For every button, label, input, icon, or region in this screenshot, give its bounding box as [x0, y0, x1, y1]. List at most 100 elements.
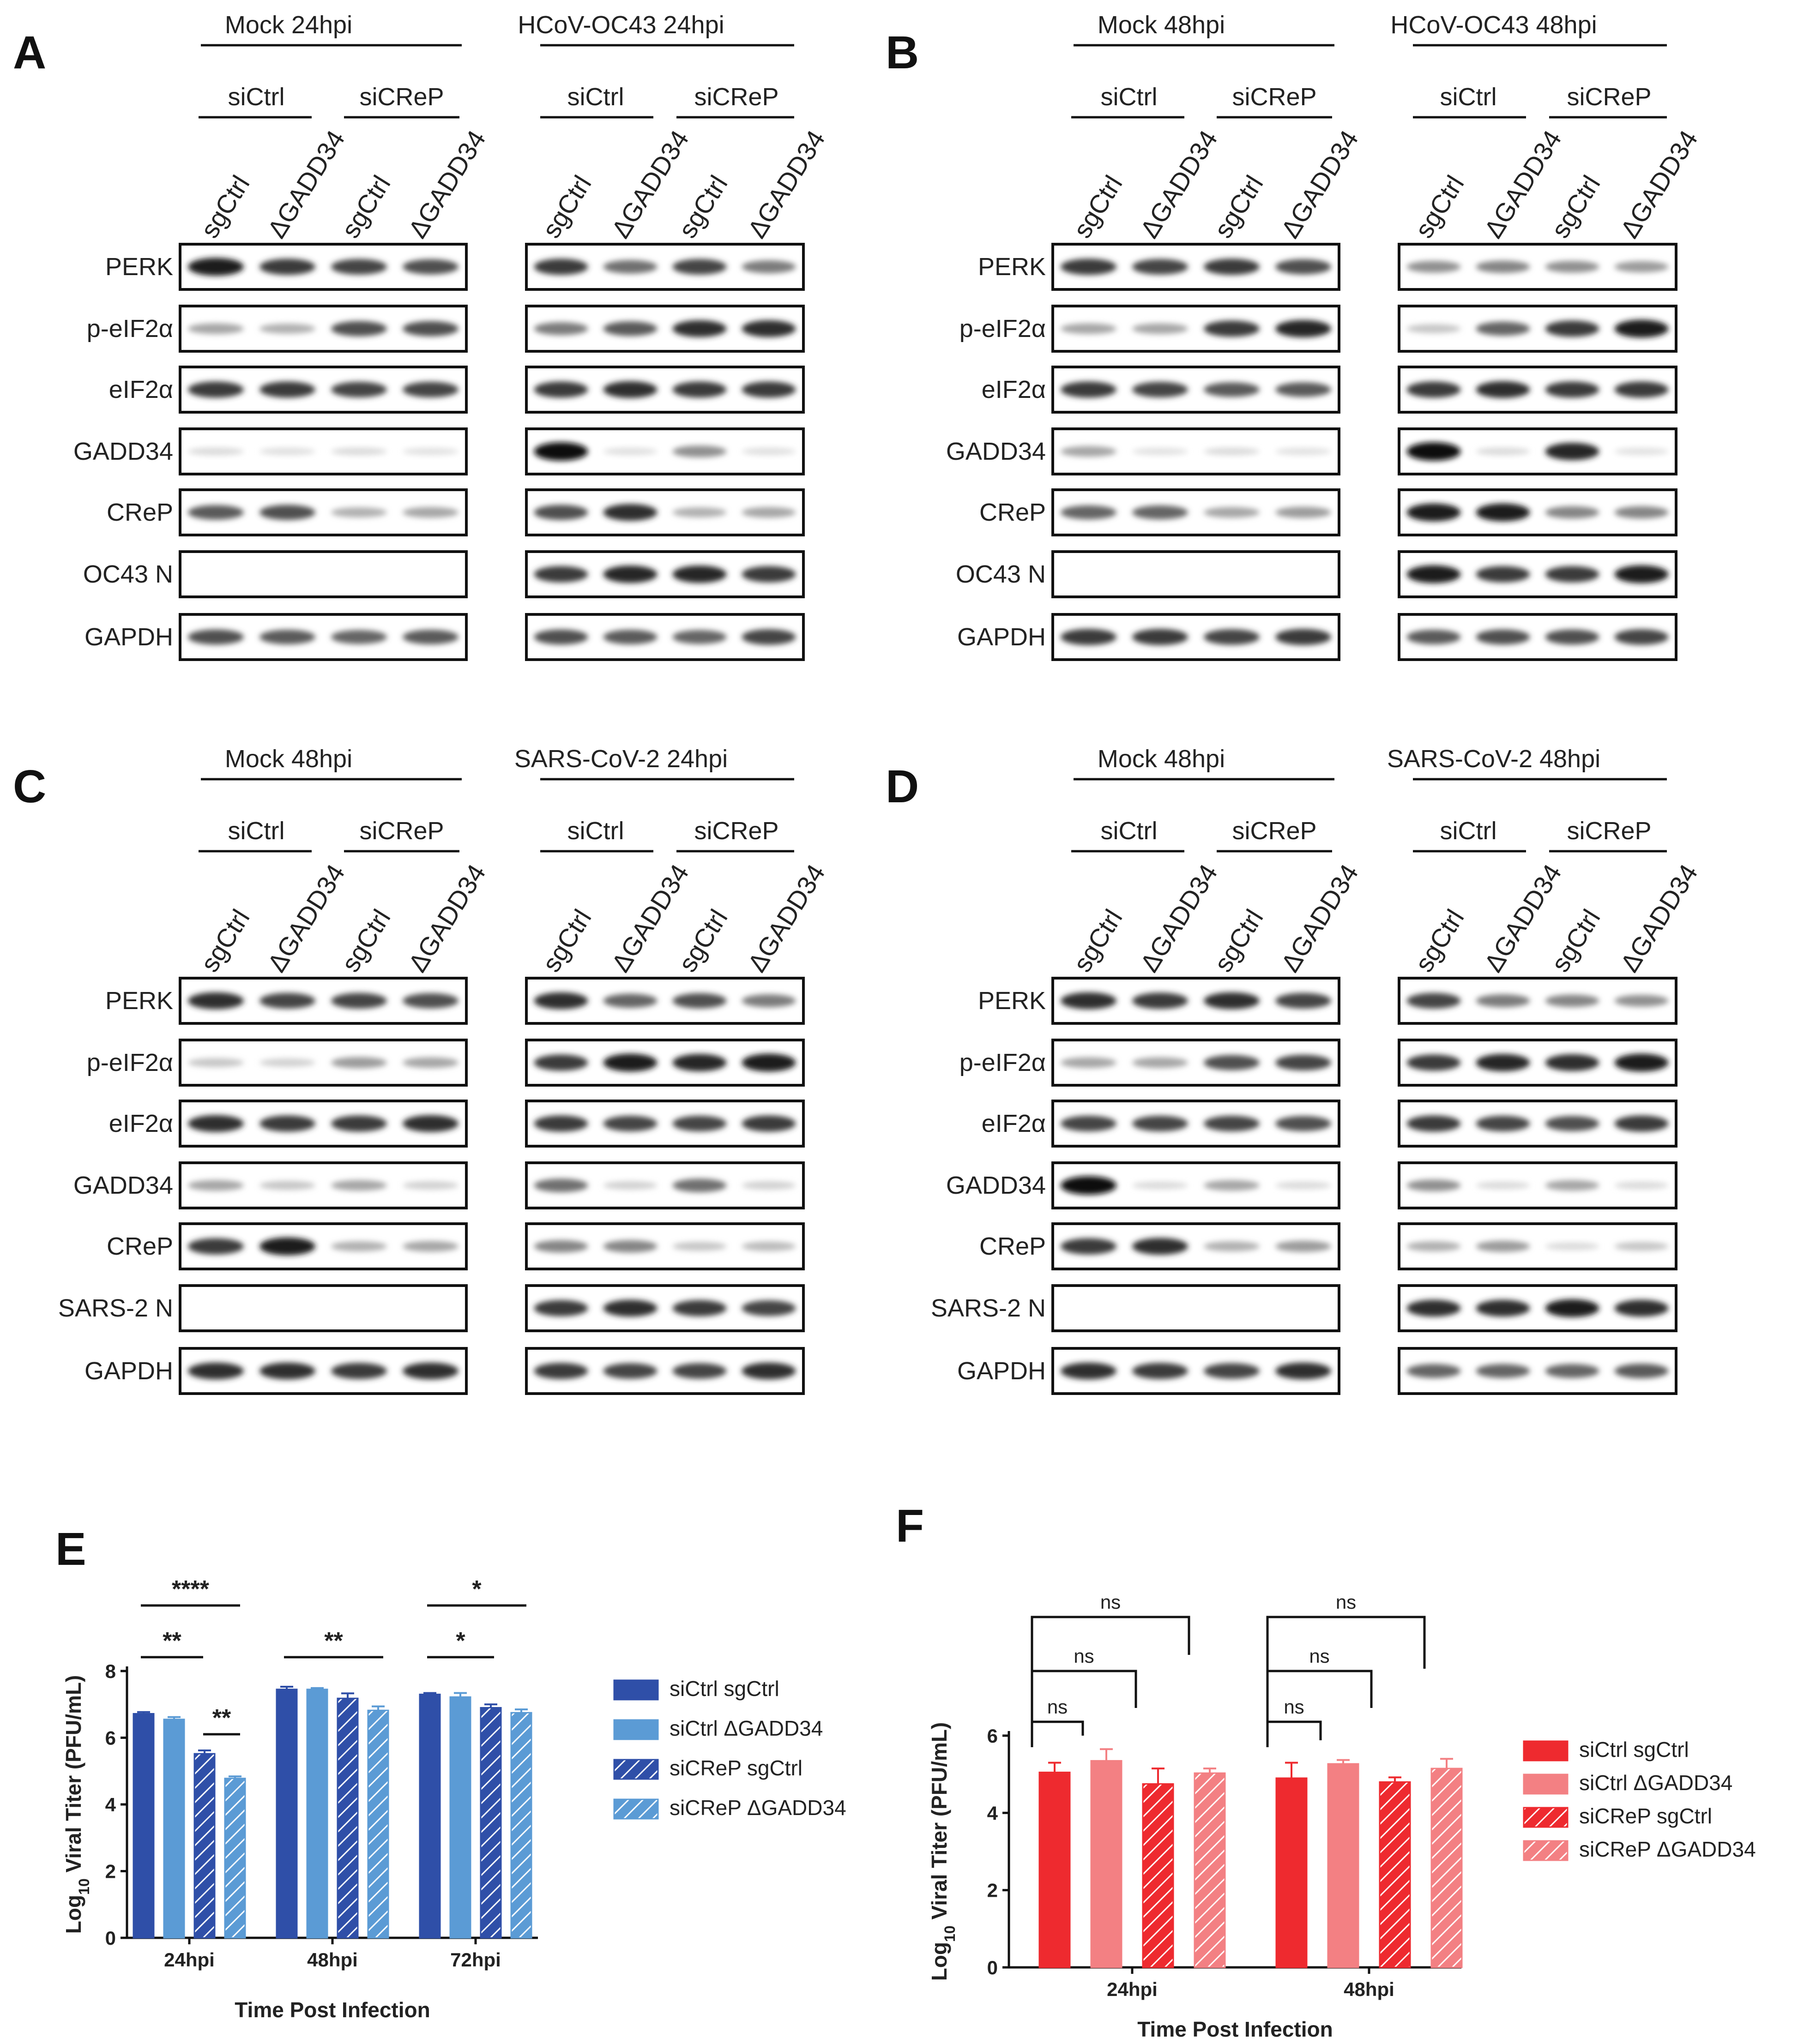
- lane-label: sgCtrl: [1409, 904, 1470, 977]
- group-header-right: HCoV-OC43 48hpi: [1390, 11, 1597, 39]
- band: [1614, 381, 1669, 398]
- band: [1545, 443, 1599, 460]
- band: [1614, 447, 1669, 456]
- bar: [367, 1709, 389, 1939]
- row-label: eIF2α: [109, 1110, 173, 1137]
- band: [603, 1299, 658, 1317]
- bar: [1090, 1760, 1122, 1968]
- band: [1614, 1115, 1669, 1132]
- band: [1476, 260, 1530, 273]
- band: [672, 1300, 727, 1317]
- band: [259, 1237, 315, 1256]
- row-label: eIF2α: [982, 1110, 1046, 1137]
- legend-label: siCtrl sgCtrl: [670, 1677, 779, 1701]
- band: [1476, 1116, 1530, 1131]
- significance-label: ****: [172, 1576, 210, 1603]
- row-label: GAPDH: [84, 1357, 173, 1385]
- significance-bracket: [1266, 1616, 1426, 1680]
- band: [742, 507, 796, 518]
- lane-label: sgCtrl: [537, 170, 597, 243]
- band: [1406, 1299, 1461, 1317]
- y-tick-label: 8: [105, 1660, 116, 1682]
- blot-frame: [1051, 1284, 1340, 1332]
- significance-bracket: [1266, 1670, 1373, 1722]
- band: [331, 321, 387, 337]
- row-label: PERK: [978, 987, 1046, 1015]
- row-label: PERK: [105, 253, 173, 281]
- lane-label: ΔGADD34: [1275, 859, 1364, 977]
- si-header: siCtrl: [567, 83, 624, 111]
- band: [188, 1180, 244, 1191]
- band: [1406, 1241, 1461, 1251]
- chart-panel-E: E 0 2 4 6 8 Log10 Viral Titer (PFU/mL) Time Pos…: [55, 1523, 846, 2022]
- legend-label: siCtrl ΔGADD34: [1579, 1771, 1732, 1795]
- panel-letter: A: [13, 27, 46, 78]
- significance-label: **: [163, 1628, 181, 1654]
- band: [534, 1363, 588, 1379]
- band: [1275, 993, 1331, 1009]
- y-axis-title-subscript: 10: [941, 1925, 958, 1942]
- band: [403, 447, 459, 456]
- row-label: GADD34: [73, 1172, 173, 1199]
- band: [403, 630, 459, 644]
- band: [1204, 629, 1260, 645]
- band: [603, 1116, 658, 1131]
- band: [188, 323, 244, 334]
- panel-letter: E: [55, 1523, 86, 1575]
- band: [603, 993, 658, 1008]
- band: [1406, 1054, 1461, 1071]
- lane-label: sgCtrl: [1068, 170, 1128, 243]
- row-label: CReP: [107, 1232, 173, 1260]
- band: [1406, 381, 1461, 398]
- band: [742, 1181, 796, 1190]
- band: [603, 504, 658, 521]
- band: [742, 447, 796, 456]
- bar: [1275, 1777, 1308, 1968]
- band: [188, 1115, 244, 1132]
- legend-label: siCtrl ΔGADD34: [670, 1716, 823, 1740]
- y-axis-title-subscript: 10: [76, 1878, 92, 1895]
- band: [259, 1362, 315, 1380]
- row-label: OC43 N: [956, 560, 1046, 588]
- lane-label: ΔGADD34: [742, 859, 831, 977]
- legend-swatch: [1523, 1773, 1569, 1795]
- bar: [193, 1753, 216, 1939]
- y-axis-title-prefix: Log: [927, 1942, 951, 1981]
- lane-label: ΔGADD34: [1615, 125, 1703, 243]
- significance-label: ns: [1284, 1696, 1304, 1718]
- western-blot-panels: A Mock 24hpi HCoV-OC43 24hpi siCtrl siCReP si…: [13, 11, 1703, 1395]
- band: [1545, 566, 1599, 583]
- legend-swatch: [613, 1719, 659, 1740]
- legend-label: siCtrl sgCtrl: [1579, 1737, 1689, 1761]
- group-header-right: SARS-CoV-2 48hpi: [1387, 745, 1600, 773]
- significance-label: **: [212, 1705, 231, 1731]
- band: [1132, 505, 1188, 520]
- group-header-left: Mock 48hpi: [1098, 11, 1225, 39]
- y-axis-title-rest: Viral Titer (PFU/mL): [927, 1722, 951, 1926]
- bar: [1430, 1767, 1463, 1968]
- band: [1476, 1299, 1530, 1317]
- band: [331, 507, 387, 517]
- row-label: PERK: [978, 253, 1046, 281]
- x-axis-title: Time Post Infection: [1137, 2017, 1333, 2041]
- y-axis-title: Log10 Viral Titer (PFU/mL): [61, 1675, 92, 1934]
- bar: [224, 1778, 246, 1939]
- bar: [510, 1712, 532, 1939]
- y-tick-label: 2: [987, 1880, 998, 1901]
- si-header: siCtrl: [1101, 83, 1158, 111]
- legend-swatch: [613, 1798, 659, 1820]
- row-label: p-eIF2α: [959, 315, 1046, 343]
- significance-bracket: [1266, 1720, 1322, 1747]
- legend-label: siCReP ΔGADD34: [1579, 1837, 1756, 1861]
- band: [403, 259, 459, 275]
- band: [672, 565, 727, 583]
- row-label: p-eIF2α: [87, 1049, 173, 1076]
- y-tick-label: 4: [105, 1794, 116, 1816]
- band: [1275, 1055, 1331, 1070]
- band: [1545, 1116, 1599, 1131]
- panel-letter: C: [13, 761, 46, 812]
- si-header: siCReP: [1567, 83, 1651, 111]
- band: [1061, 1238, 1116, 1255]
- band: [1476, 1181, 1530, 1190]
- blot-panel-C: C Mock 48hpi SARS-CoV-2 24hpi siCtrl siCReP s…: [13, 745, 831, 1395]
